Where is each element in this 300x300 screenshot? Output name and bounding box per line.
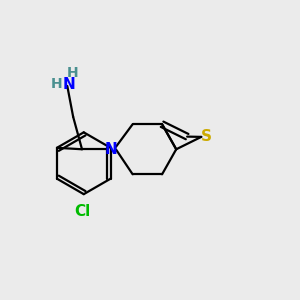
Text: H: H	[67, 66, 78, 80]
Text: N: N	[105, 142, 118, 157]
Text: S: S	[201, 129, 212, 144]
Text: N: N	[62, 77, 75, 92]
Text: Cl: Cl	[74, 204, 90, 219]
Text: H: H	[50, 77, 62, 92]
